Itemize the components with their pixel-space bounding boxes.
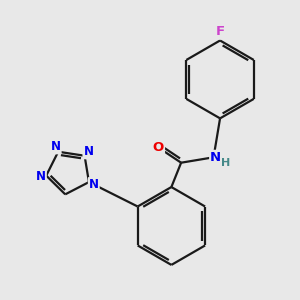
Text: H: H: [221, 158, 230, 168]
Text: N: N: [210, 151, 221, 164]
Text: F: F: [215, 25, 225, 38]
Text: N: N: [89, 178, 99, 191]
Text: N: N: [83, 146, 93, 158]
Text: N: N: [51, 140, 61, 153]
Text: O: O: [153, 141, 164, 154]
Text: N: N: [36, 170, 46, 183]
